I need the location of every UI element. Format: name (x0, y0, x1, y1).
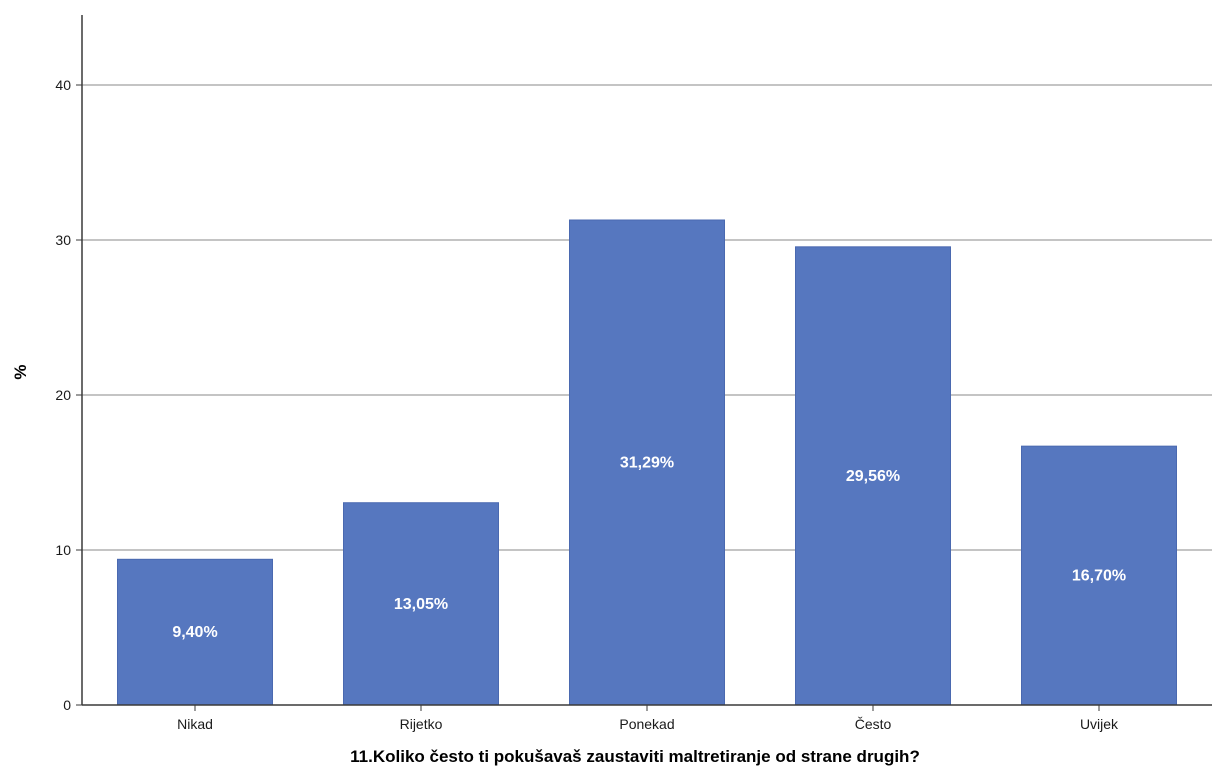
bar (117, 558, 273, 706)
bar (795, 246, 951, 706)
data-label: 13,05% (394, 596, 448, 613)
y-tick-label: 20 (55, 387, 71, 403)
bar-layer (117, 219, 1177, 706)
bar (569, 219, 725, 706)
x-axis-title: 11.Koliko često ti pokušavaš zaustaviti … (350, 747, 920, 766)
y-tick-label: 10 (55, 542, 71, 558)
data-label: 9,40% (172, 624, 217, 641)
bar (1021, 445, 1177, 706)
y-tick-label: 40 (55, 77, 71, 93)
x-tick-label: Ponekad (619, 716, 674, 732)
x-tick-label: Često (855, 716, 892, 732)
axis-layer: 0 10 20 30 40 Nikad Rijetko Ponekad Često Uvijek (55, 15, 1212, 732)
label-layer: 9,40% 13,05% 31,29% 29,56% 16,70% (172, 455, 1126, 642)
x-tick-label: Uvijek (1080, 716, 1119, 732)
y-tick-label: 30 (55, 232, 71, 248)
data-label: 29,56% (846, 468, 900, 485)
data-label: 16,70% (1072, 568, 1126, 585)
y-axis-title: % (11, 364, 30, 379)
x-tick-label: Nikad (177, 716, 213, 732)
x-tick-label: Rijetko (400, 716, 443, 732)
y-tick-label: 0 (63, 697, 71, 713)
data-label: 31,29% (620, 455, 674, 472)
